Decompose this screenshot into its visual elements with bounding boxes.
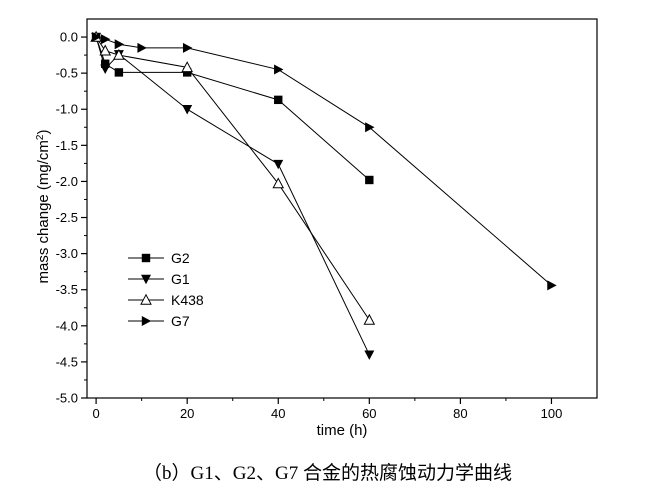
data-point-g2 — [274, 95, 283, 105]
series-line-g1 — [95, 36, 370, 355]
y-tick-label: -3.0 — [56, 246, 78, 261]
series-line-k438 — [95, 36, 370, 321]
series-g7 — [91, 32, 557, 291]
legend: G2 G1 K438 G7 — [128, 250, 204, 329]
y-tick-label: -2.0 — [56, 174, 78, 189]
legend-entry-k438: K438 — [128, 292, 204, 308]
data-point-g2 — [101, 59, 110, 68]
legend-label-g1: G1 — [171, 271, 190, 287]
y-axis-title-main: mass change (mg/cm — [35, 140, 52, 283]
legend-marker-g1 — [141, 274, 151, 285]
data-point-k438 — [272, 177, 285, 189]
y-tick-label: -5.0 — [56, 391, 78, 406]
legend-marker-g2 — [141, 253, 151, 263]
y-axis-title-superscript: 2 — [35, 134, 46, 140]
series-g2 — [91, 32, 374, 185]
data-point-g1 — [364, 350, 375, 360]
legend-label-k438: K438 — [171, 292, 204, 308]
y-tick-label: -1.5 — [56, 138, 78, 153]
data-point-k438 — [99, 44, 112, 56]
figure-caption: （b）G1、G2、G7 合金的热腐蚀动力学曲线 — [143, 463, 512, 484]
data-point-g7 — [91, 32, 102, 43]
y-axis: 0.0 -0.5 -1.0 -1.5 -2.0 -2.5 -3.0 -3.5 -4.0 -4.5 -… — [56, 30, 87, 406]
data-point-g7 — [182, 42, 193, 53]
y-tick-label: -4.5 — [56, 354, 78, 369]
legend-marker-k438 — [140, 293, 152, 305]
plot-border — [86, 18, 598, 399]
data-point-g7 — [274, 64, 284, 75]
data-point-g7 — [365, 122, 375, 133]
y-tick-label: -3.5 — [56, 282, 78, 297]
legend-entry-g1: G1 — [128, 271, 190, 287]
x-axis: 0 20 40 60 80 100 — [92, 398, 562, 421]
data-point-g1 — [100, 64, 111, 75]
data-point-g7 — [137, 42, 147, 53]
legend-label-g2: G2 — [171, 250, 190, 266]
y-axis-title-tail: ) — [35, 130, 52, 135]
legend-entry-g7: G7 — [128, 313, 190, 329]
x-tick-label: 0 — [92, 406, 99, 421]
x-tick-label: 40 — [271, 406, 285, 421]
data-point-k438 — [113, 48, 125, 60]
y-tick-label: 0.0 — [60, 30, 78, 45]
y-tick-label: -0.5 — [56, 66, 78, 81]
data-point-k438 — [363, 313, 376, 325]
y-tick-label: -4.0 — [56, 318, 78, 333]
series-g1 — [91, 32, 375, 360]
chart: 0 20 40 60 80 100 0.0 -0.5 -1.0 -1.5 -2.0 -2.5 -3.0… — [35, 18, 598, 439]
data-point-g2 — [114, 68, 124, 77]
data-point-g7 — [101, 34, 111, 45]
series-line-g2 — [95, 36, 370, 181]
data-point-g2 — [365, 175, 374, 185]
y-tick-label: -2.5 — [56, 210, 78, 225]
y-axis-title: mass change (mg/cm2) — [35, 130, 53, 284]
data-point-g2 — [182, 68, 192, 77]
x-axis-title: time (h) — [317, 422, 368, 439]
legend-label-g7: G7 — [171, 313, 190, 329]
legend-entry-g2: G2 — [128, 250, 190, 266]
series-layer — [90, 30, 557, 360]
y-tick-label: -1.0 — [56, 102, 78, 117]
data-point-g7 — [547, 280, 557, 291]
x-tick-label: 60 — [362, 406, 376, 421]
data-point-g1 — [182, 105, 193, 115]
series-k438 — [90, 30, 376, 325]
data-point-k438 — [181, 61, 194, 73]
x-tick-label: 80 — [453, 406, 467, 421]
series-line-g7 — [95, 36, 552, 286]
data-point-g7 — [114, 39, 125, 50]
x-tick-label: 100 — [541, 406, 563, 421]
x-tick-label: 20 — [180, 406, 194, 421]
legend-marker-g7 — [141, 316, 152, 326]
plot-frame — [86, 18, 598, 399]
data-point-g1 — [273, 159, 284, 170]
